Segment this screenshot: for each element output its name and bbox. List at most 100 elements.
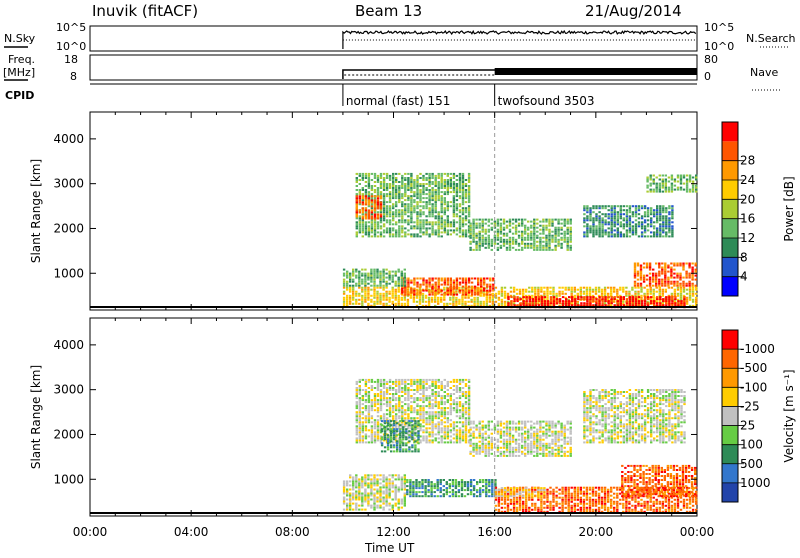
echo-cell: [407, 229, 409, 231]
echo-cell: [455, 301, 457, 303]
echo-cell: [632, 298, 634, 300]
echo-cell: [361, 495, 363, 497]
echo-cell: [483, 303, 485, 305]
echo-cell: [419, 227, 421, 229]
echo-cell: [365, 207, 367, 209]
echo-cell: [392, 275, 394, 277]
echo-cell: [608, 304, 610, 306]
echo-cell: [560, 233, 562, 235]
echo-cell: [491, 245, 493, 247]
echo-cell: [388, 486, 390, 488]
echo-cell: [616, 289, 618, 291]
echo-cell: [461, 489, 463, 491]
echo-cell: [595, 298, 597, 300]
echo-cell: [630, 479, 632, 481]
echo-cell: [361, 289, 363, 291]
echo-cell: [518, 235, 520, 237]
echo-cell: [604, 291, 606, 293]
echo-cell: [659, 185, 661, 187]
echo-cell: [571, 293, 573, 295]
echo-cell: [650, 289, 652, 291]
echo-cell: [640, 277, 642, 279]
echo-cell: [650, 209, 652, 211]
echo-cell: [574, 509, 576, 511]
echo-cell: [349, 480, 351, 482]
echo-cell: [625, 509, 627, 511]
echo-cell: [395, 273, 397, 275]
echo-cell: [540, 503, 542, 505]
echo-cell: [649, 269, 651, 271]
echo-cell: [589, 219, 591, 221]
echo-cell: [614, 235, 616, 237]
echo-cell: [401, 201, 403, 203]
echo-cell: [683, 304, 685, 306]
echo-cell: [558, 497, 560, 499]
echo-cell: [658, 467, 660, 469]
echo-cell: [625, 287, 627, 289]
echo-cell: [392, 215, 394, 217]
echo-cell: [472, 221, 474, 223]
echo-cell: [644, 304, 646, 306]
echo-cell: [500, 225, 502, 227]
echo-cell: [542, 247, 544, 249]
echo-cell: [548, 243, 550, 245]
echo-cell: [450, 288, 452, 290]
echo-cell: [533, 221, 535, 223]
echo-cell: [586, 304, 588, 306]
echo-cell: [531, 509, 533, 511]
echo-cell: [398, 191, 400, 193]
echo-cell: [398, 235, 400, 237]
echo-cell: [623, 213, 625, 215]
echo-cell: [683, 505, 685, 507]
echo-cell: [459, 223, 461, 225]
echo-cell: [632, 304, 634, 306]
echo-cell: [410, 217, 412, 219]
echo-cell: [665, 209, 667, 211]
echo-cell: [544, 300, 546, 302]
echo-cell: [355, 507, 357, 509]
echo-cell: [362, 175, 364, 177]
echo-cell: [368, 221, 370, 223]
echo-cell: [586, 489, 588, 491]
echo-cell: [358, 509, 360, 511]
echo-cell: [653, 235, 655, 237]
echo-cell: [370, 269, 372, 271]
echo-cell: [659, 296, 661, 298]
echo-cell: [668, 229, 670, 231]
echo-cell: [583, 302, 585, 304]
echo-cell: [532, 300, 534, 302]
echo-cell: [398, 303, 400, 305]
echo-cell: [524, 225, 526, 227]
echo-cell: [434, 485, 436, 487]
echo-cell: [431, 294, 433, 296]
echo-cell: [598, 229, 600, 231]
echo-cell: [642, 479, 644, 481]
echo-cell: [407, 181, 409, 183]
echo-cell: [565, 499, 567, 501]
echo-cell: [665, 289, 667, 291]
echo-cell: [401, 288, 403, 290]
echo-cell: [358, 493, 360, 495]
echo-cell: [462, 282, 464, 284]
echo-cell: [548, 241, 550, 243]
echo-cell: [471, 282, 473, 284]
echo-cell: [379, 287, 381, 289]
echo-cell: [604, 499, 606, 501]
echo-cell: [371, 218, 373, 220]
echo-cell: [459, 215, 461, 217]
echo-cell: [565, 489, 567, 491]
echo-cell: [377, 216, 379, 218]
echo-cell: [435, 278, 437, 280]
echo-cell: [485, 487, 487, 489]
echo-cell: [604, 487, 606, 489]
echo-cell: [679, 273, 681, 275]
echo-cell: [462, 286, 464, 288]
echo-cell: [395, 197, 397, 199]
echo-cell: [428, 185, 430, 187]
echo-cell: [485, 239, 487, 241]
echo-cell: [636, 469, 638, 471]
echo-cell: [592, 205, 594, 207]
echo-cell: [392, 205, 394, 207]
echo-cell: [438, 195, 440, 197]
echo-cell: [688, 273, 690, 275]
